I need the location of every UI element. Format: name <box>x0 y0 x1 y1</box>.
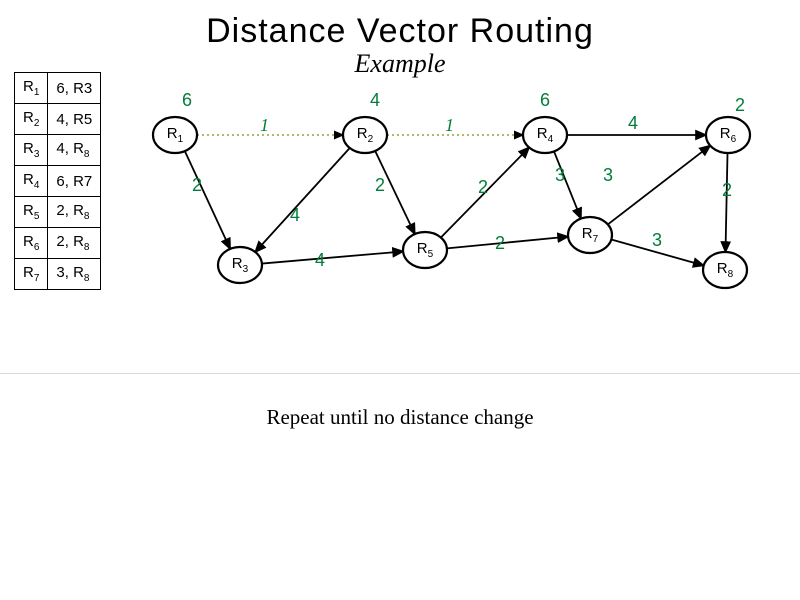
page-title: Distance Vector Routing <box>0 12 800 51</box>
edge <box>611 240 703 266</box>
table-row-key: R7 <box>15 259 48 290</box>
table-row-val: 4, R8 <box>48 135 101 166</box>
node <box>523 117 567 153</box>
routing-table: R16, R3R24, R5R34, R8R46, R7R52, R8R62, … <box>14 72 101 290</box>
node <box>343 117 387 153</box>
table-row-key: R5 <box>15 197 48 228</box>
page-subtitle: Example <box>0 49 800 79</box>
edge <box>255 148 350 252</box>
table-row-key: R2 <box>15 104 48 135</box>
table-row-key: R4 <box>15 166 48 197</box>
edge <box>441 147 529 237</box>
node <box>706 117 750 153</box>
node <box>153 117 197 153</box>
table-row-key: R6 <box>15 228 48 259</box>
divider <box>0 373 800 374</box>
edge <box>185 151 230 249</box>
edge <box>375 151 415 234</box>
table-row-val: 4, R5 <box>48 104 101 135</box>
edge <box>554 151 581 218</box>
node <box>703 252 747 288</box>
table-row-val: 6, R3 <box>48 73 101 104</box>
table-row-val: 3, R8 <box>48 259 101 290</box>
table-row-val: 2, R8 <box>48 197 101 228</box>
footer-text: Repeat until no distance change <box>0 405 800 430</box>
edge <box>725 153 727 252</box>
table-row-val: 6, R7 <box>48 166 101 197</box>
node <box>403 232 447 268</box>
table-row-key: R3 <box>15 135 48 166</box>
edge <box>262 251 403 263</box>
node <box>218 247 262 283</box>
edge <box>608 146 710 225</box>
edge <box>447 237 568 249</box>
table-row-val: 2, R8 <box>48 228 101 259</box>
table-row-key: R1 <box>15 73 48 104</box>
network-diagram: R1R2R4R6R3R5R7R811224422342336462 <box>120 105 780 325</box>
node <box>568 217 612 253</box>
